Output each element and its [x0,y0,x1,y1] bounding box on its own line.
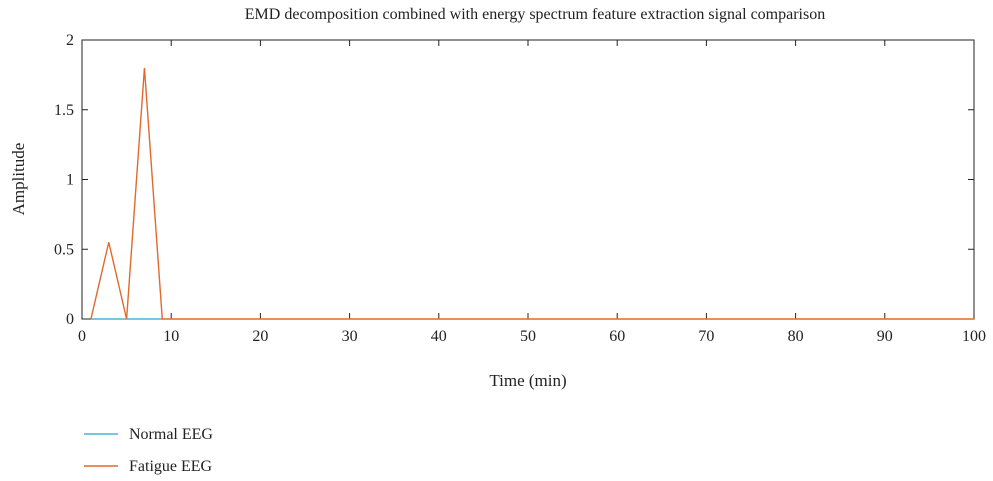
x-tick-label: 90 [877,328,893,345]
x-tick-label: 60 [609,328,625,345]
y-axis-title: Amplitude [9,143,28,216]
y-tick-label: 2 [66,32,74,49]
x-tick-label: 30 [342,328,358,345]
chart-title: EMD decomposition combined with energy s… [245,6,825,23]
series-line-fatigue-eeg [90,67,974,320]
series-lines [90,67,974,320]
x-tick-label: 20 [252,328,268,345]
x-tick-label: 50 [520,328,536,345]
plot-area-frame [81,39,975,320]
x-tick-label: 10 [163,328,179,345]
legend: Normal EEG Fatigue EEG [84,426,213,475]
x-tick-label: 100 [962,328,986,345]
legend-label: Fatigue EEG [129,458,213,475]
x-tick-label: 0 [78,328,86,345]
x-tick-label: 80 [788,328,804,345]
x-tick-label: 40 [431,328,447,345]
y-axis-ticks: 0 0.5 1 1.5 2 [54,32,974,328]
y-tick-label: 1 [66,172,74,189]
legend-label: Normal EEG [129,426,213,443]
y-tick-label: 0 [66,311,74,328]
y-tick-label: 1.5 [54,102,74,119]
x-tick-label: 70 [698,328,714,345]
x-axis-title: Time (min) [489,371,566,390]
x-axis-ticks: 0 10 20 30 40 50 60 70 80 90 100 [78,40,986,345]
y-tick-label: 0.5 [54,241,74,258]
